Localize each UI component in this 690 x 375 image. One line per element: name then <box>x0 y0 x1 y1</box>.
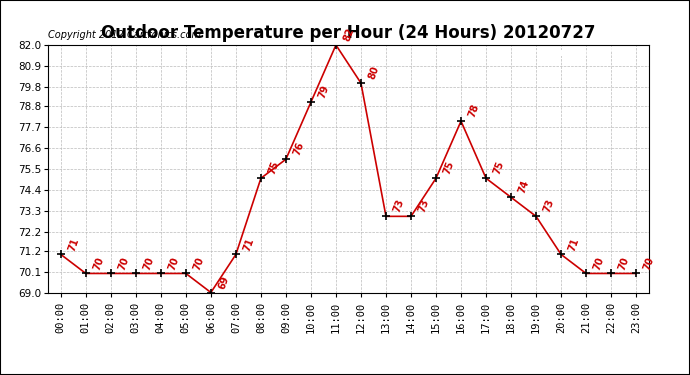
Text: 70: 70 <box>166 255 180 271</box>
Text: 78: 78 <box>466 103 481 119</box>
Text: 75: 75 <box>442 160 455 176</box>
Text: 73: 73 <box>542 198 555 214</box>
Text: 75: 75 <box>266 160 280 176</box>
Text: Copyright 2012 Cartronics.com: Copyright 2012 Cartronics.com <box>48 30 201 40</box>
Text: 70: 70 <box>117 255 130 271</box>
Text: 73: 73 <box>417 198 431 214</box>
Text: 70: 70 <box>617 255 631 271</box>
Text: 74: 74 <box>517 179 531 195</box>
Text: 71: 71 <box>566 236 580 252</box>
Text: 70: 70 <box>591 255 606 271</box>
Text: 73: 73 <box>391 198 406 214</box>
Text: 70: 70 <box>642 255 656 271</box>
Text: 69: 69 <box>217 274 230 290</box>
Text: 82: 82 <box>342 27 355 43</box>
Text: 70: 70 <box>141 255 155 271</box>
Text: 76: 76 <box>291 141 306 157</box>
Text: 70: 70 <box>91 255 106 271</box>
Text: 80: 80 <box>366 64 381 81</box>
Title: Outdoor Temperature per Hour (24 Hours) 20120727: Outdoor Temperature per Hour (24 Hours) … <box>101 24 595 42</box>
Text: 75: 75 <box>491 160 506 176</box>
Text: 71: 71 <box>66 236 80 252</box>
Text: 70: 70 <box>191 255 206 271</box>
Text: 79: 79 <box>317 84 331 100</box>
Text: 71: 71 <box>241 236 255 252</box>
